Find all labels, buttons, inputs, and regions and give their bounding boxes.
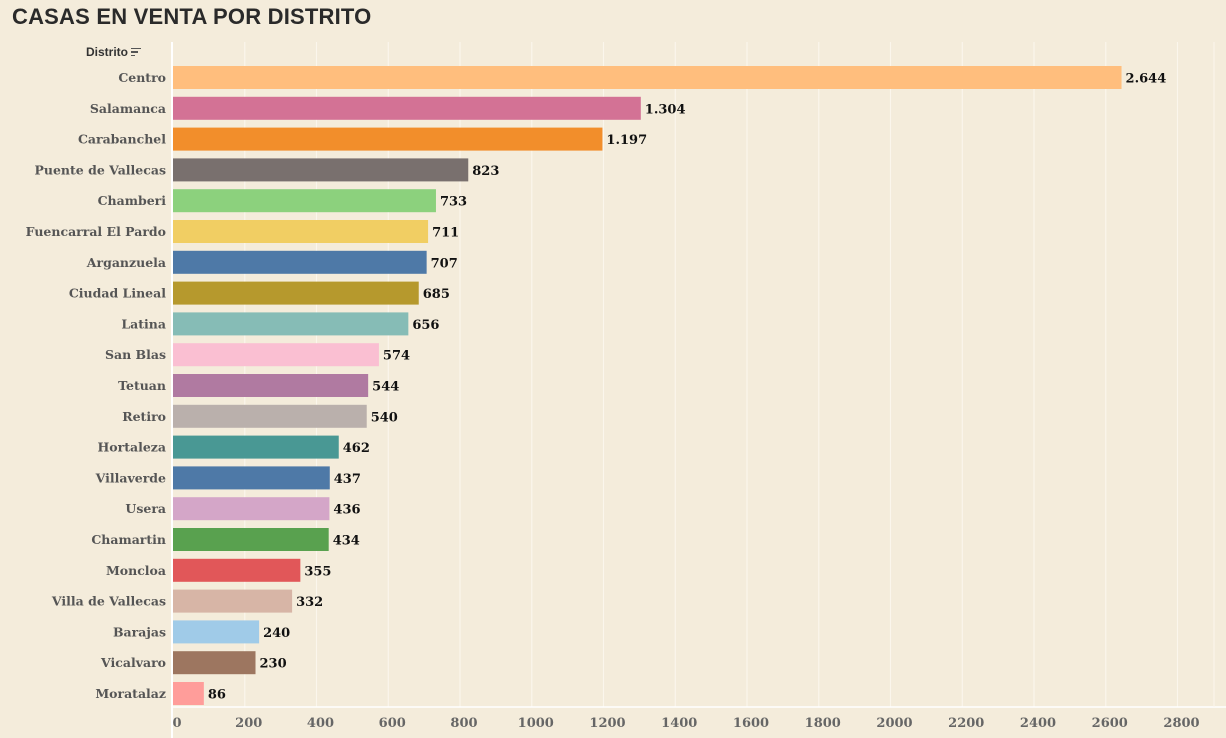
sort-icon[interactable] — [131, 47, 141, 57]
value-label: 707 — [431, 256, 458, 271]
x-tick-label: 2200 — [948, 716, 984, 731]
bar[interactable] — [173, 620, 260, 644]
x-tick-label: 2600 — [1092, 716, 1128, 731]
value-label: 711 — [432, 226, 459, 241]
category-label[interactable]: Villaverde — [95, 470, 166, 485]
x-tick-label: 400 — [307, 716, 334, 731]
category-label[interactable]: Puente de Vallecas — [34, 162, 166, 177]
value-label: 436 — [333, 503, 360, 518]
bar[interactable] — [173, 528, 329, 551]
x-tick-label: 1600 — [733, 716, 769, 731]
x-tick-label: 200 — [235, 716, 262, 731]
bar[interactable] — [173, 435, 339, 459]
bar[interactable] — [173, 497, 330, 521]
bar[interactable] — [173, 374, 369, 397]
category-label[interactable]: Fuencarral El Pardo — [26, 224, 166, 239]
value-label: 437 — [334, 472, 361, 487]
value-label: 823 — [472, 164, 499, 179]
value-label: 733 — [440, 195, 467, 210]
x-tick-label: 1400 — [661, 716, 697, 731]
bar[interactable] — [173, 250, 427, 274]
category-label[interactable]: Chamberi — [98, 193, 167, 208]
category-label[interactable]: San Blas — [105, 347, 166, 362]
value-label: 1.304 — [645, 102, 686, 117]
bar[interactable] — [173, 189, 436, 213]
value-label: 1.197 — [606, 133, 647, 148]
bar[interactable] — [173, 682, 204, 705]
category-label[interactable]: Salamanca — [90, 101, 166, 116]
bar[interactable] — [173, 220, 429, 243]
x-tick-label: 0 — [172, 716, 181, 731]
x-tick-label: 1200 — [589, 716, 625, 731]
value-label: 540 — [371, 410, 398, 425]
value-label: 656 — [412, 318, 439, 333]
category-label[interactable]: Latina — [121, 316, 166, 331]
chart-title: CASAS EN VENTA POR DISTRITO — [12, 4, 372, 29]
category-label[interactable]: Moncloa — [106, 563, 166, 578]
value-label: 574 — [383, 349, 410, 364]
x-tick-label: 2000 — [876, 716, 912, 731]
category-label[interactable]: Vicalvaro — [100, 655, 166, 670]
x-tick-label: 2800 — [1163, 716, 1199, 731]
category-label[interactable]: Barajas — [113, 624, 166, 639]
bar[interactable] — [173, 66, 1122, 89]
x-tick-label: 1800 — [805, 716, 841, 731]
bar[interactable] — [173, 466, 330, 490]
value-label: 2.644 — [1126, 72, 1167, 87]
value-label: 685 — [423, 287, 450, 302]
bar[interactable] — [173, 404, 367, 428]
bar[interactable] — [173, 281, 419, 305]
bar[interactable] — [173, 96, 641, 120]
value-label: 240 — [263, 626, 290, 641]
category-label[interactable]: Retiro — [122, 409, 166, 424]
bar[interactable] — [173, 558, 301, 582]
category-label[interactable]: Ciudad Lineal — [69, 286, 166, 301]
category-label[interactable]: Carabanchel — [78, 132, 166, 147]
bar[interactable] — [173, 127, 603, 151]
category-label[interactable]: Tetuan — [118, 378, 166, 393]
category-label[interactable]: Arganzuela — [86, 255, 166, 270]
value-label: 544 — [372, 380, 399, 395]
value-label: 462 — [343, 441, 370, 456]
category-label[interactable]: Chamartin — [91, 532, 166, 547]
category-label[interactable]: Hortaleza — [97, 440, 166, 455]
bar[interactable] — [173, 312, 409, 336]
x-tick-label: 1000 — [518, 716, 554, 731]
bar[interactable] — [173, 343, 379, 367]
bar[interactable] — [173, 651, 256, 675]
category-label[interactable]: Centro — [118, 70, 166, 85]
category-label[interactable]: Villa de Vallecas — [51, 594, 166, 609]
category-label[interactable]: Moratalaz — [95, 686, 166, 701]
x-tick-label: 600 — [379, 716, 406, 731]
field-header[interactable]: Distrito — [86, 45, 141, 59]
x-tick-label: 800 — [450, 716, 477, 731]
value-label: 434 — [333, 534, 360, 549]
bar[interactable] — [173, 589, 293, 613]
value-label: 355 — [304, 564, 331, 579]
bar[interactable] — [173, 158, 469, 182]
category-label[interactable]: Usera — [125, 501, 166, 516]
field-header-label: Distrito — [86, 45, 128, 59]
value-label: 230 — [260, 657, 287, 672]
x-tick-label: 2400 — [1020, 716, 1056, 731]
value-label: 86 — [208, 688, 226, 703]
value-label: 332 — [296, 595, 323, 610]
